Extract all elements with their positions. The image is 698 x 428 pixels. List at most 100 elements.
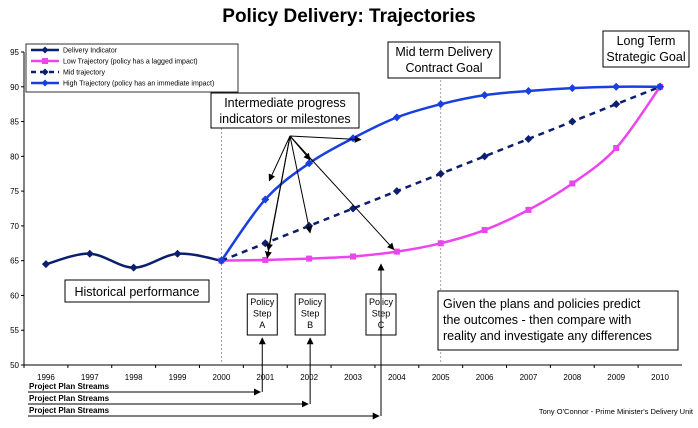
x-tick-label: 2010 [651, 373, 669, 382]
y-tick-label: 85 [10, 118, 19, 127]
policy-step-text: B [307, 320, 313, 330]
data-point [480, 91, 489, 100]
chart-title: Policy Delivery: Trajectories [222, 6, 476, 27]
data-point [350, 253, 356, 260]
x-tick-label: 2000 [213, 373, 231, 382]
legend-label: Mid trajectory [63, 70, 106, 77]
policy-step-box [246, 293, 278, 336]
legend-box [25, 43, 239, 93]
x-tick-label: 2005 [432, 373, 450, 382]
milestone-arrow [289, 135, 395, 251]
y-tick-label: 55 [10, 326, 19, 335]
y-tick-label: 65 [10, 257, 19, 266]
x-tick-label: 1998 [125, 373, 143, 382]
milestones-box [210, 92, 360, 129]
project-stream-label: Project Plan Streams [29, 406, 110, 415]
data-point [524, 134, 533, 143]
data-point [656, 82, 665, 91]
y-tick-label: 60 [10, 291, 19, 300]
y-tick-label: 95 [10, 48, 19, 57]
data-point [262, 256, 269, 263]
data-point [217, 256, 226, 265]
data-point [524, 86, 533, 95]
milestone-arrow [289, 135, 313, 234]
given-text-line: Given the plans and policies predict [443, 297, 641, 311]
legend-marker [41, 68, 49, 76]
data-point [613, 144, 620, 151]
data-point [393, 248, 400, 255]
x-tick-label: 1996 [37, 373, 55, 382]
data-point [305, 159, 314, 168]
data-point [437, 240, 444, 247]
data-point [612, 100, 621, 109]
data-point [261, 195, 270, 204]
annotation-layer: Delivery Indicator Low Trajectory (policy… [25, 30, 694, 420]
data-point [568, 84, 577, 93]
y-tick-label: 80 [10, 152, 19, 161]
x-tick-label: 1997 [81, 373, 99, 382]
mid-term-goal-box [387, 41, 501, 79]
data-point [481, 227, 488, 234]
data-point [173, 249, 182, 258]
legend-label: Low Trajectory (policy has a lagged impa… [63, 59, 198, 66]
x-tick-label: 2008 [563, 373, 581, 382]
milestone-arrow [268, 135, 291, 182]
y-tick-label: 75 [10, 187, 19, 196]
data-point [569, 180, 576, 187]
data-point [306, 255, 313, 262]
data-point [568, 117, 577, 126]
historical-box [64, 279, 210, 303]
milestones-text-line: indicators or milestones [219, 112, 350, 126]
legend-label: Delivery Indicator [63, 48, 118, 55]
credit-text: Tony O'Connor - Prime Minister's Deliver… [539, 407, 694, 416]
given-box [437, 290, 679, 351]
x-tick-label: 2006 [476, 373, 494, 382]
long-term-goal-text-line: Long Term [617, 34, 676, 48]
data-point [85, 249, 94, 258]
x-tick-label: 2002 [300, 373, 318, 382]
data-point [436, 169, 445, 178]
data-point [41, 260, 50, 269]
series-layer [41, 82, 665, 272]
x-tick-label: 2001 [256, 373, 274, 382]
given-text-line: the outcomes - then compare with [443, 313, 631, 327]
legend-marker [42, 58, 48, 64]
data-point [525, 206, 532, 213]
data-point [436, 100, 445, 109]
y-tick-label: 50 [10, 361, 19, 370]
long-term-goal-text-line: Strategic Goal [606, 50, 685, 64]
data-point [392, 187, 401, 196]
mid-term-goal-text-line: Contract Goal [405, 61, 482, 75]
policy-step-text: Policy [298, 297, 323, 307]
y-tick-label: 70 [10, 222, 19, 231]
x-tick-label: 2007 [520, 373, 538, 382]
data-point [261, 239, 270, 248]
data-point [129, 263, 138, 272]
legend-marker [41, 79, 49, 87]
milestone-arrow [264, 135, 291, 259]
policy-step-text: Policy [250, 297, 275, 307]
policy-step-text: Step [301, 309, 320, 319]
policy-step-box [294, 293, 326, 336]
legend: Delivery Indicator Low Trajectory (policy… [25, 43, 239, 93]
project-stream-label: Project Plan Streams [29, 382, 110, 391]
policy-step-text: Step [253, 309, 272, 319]
legend-marker [41, 46, 49, 54]
long-term-goal-box [602, 30, 690, 68]
milestones-text-line: Intermediate progress [224, 96, 346, 110]
policy-step-text: A [259, 320, 265, 330]
legend-label: High Trajectory (policy has an immediate… [63, 81, 214, 88]
data-point [392, 113, 401, 122]
milestone-arrow [289, 135, 362, 143]
x-tick-label: 2003 [344, 373, 362, 382]
x-tick-label: 2009 [607, 373, 625, 382]
mid-term-goal-text-line: Mid term Delivery [395, 45, 493, 59]
project-stream-label: Project Plan Streams [29, 394, 110, 403]
data-point [612, 82, 621, 91]
x-tick-label: 1999 [169, 373, 187, 382]
data-point [480, 152, 489, 161]
given-text-line: reality and investigate any differences [443, 329, 652, 343]
x-tick-label: 2004 [388, 373, 406, 382]
y-tick-label: 90 [10, 83, 19, 92]
